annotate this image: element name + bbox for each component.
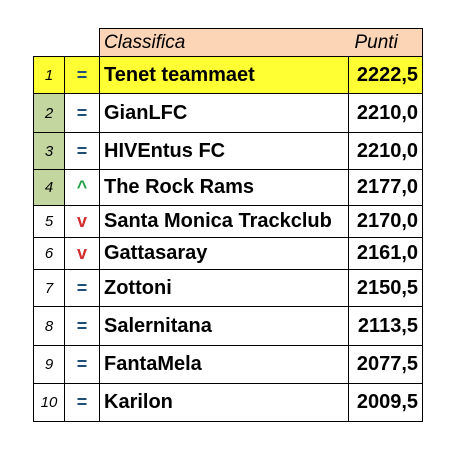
standings-table: Classifica Punti 1 = Tenet teammaet 2222… xyxy=(33,28,423,422)
trend-equal-icon: = xyxy=(64,383,100,422)
table-row: 6 v Gattasaray 2161,0 xyxy=(33,237,423,270)
table-row: 2 = GianLFC 2210,0 xyxy=(33,93,423,133)
team-points: 2177,0 xyxy=(348,169,423,206)
team-name: Tenet teammaet xyxy=(99,56,349,94)
header-points: Punti xyxy=(348,28,423,57)
team-name: GianLFC xyxy=(99,93,349,133)
trend-equal-icon: = xyxy=(64,132,100,170)
team-name: Karilon xyxy=(99,383,349,422)
position-cell: 5 xyxy=(33,205,65,238)
team-points: 2170,0 xyxy=(348,205,423,238)
header-blank-pos xyxy=(34,29,65,57)
position-cell: 4 xyxy=(33,169,65,206)
trend-equal-icon: = xyxy=(64,306,100,346)
team-name: The Rock Rams xyxy=(99,169,349,206)
team-points: 2009,5 xyxy=(348,383,423,422)
table-row: 10 = Karilon 2009,5 xyxy=(33,383,423,422)
table-row: 7 = Zottoni 2150,5 xyxy=(33,269,423,307)
team-name: HIVEntus FC xyxy=(99,132,349,170)
trend-equal-icon: = xyxy=(64,269,100,307)
team-points: 2161,0 xyxy=(348,237,423,270)
table-row: 5 v Santa Monica Trackclub 2170,0 xyxy=(33,205,423,238)
team-name: Zottoni xyxy=(99,269,349,307)
position-cell: 3 xyxy=(33,132,65,170)
trend-equal-icon: = xyxy=(64,56,100,94)
table-row: 4 ^ The Rock Rams 2177,0 xyxy=(33,169,423,206)
position-cell: 2 xyxy=(33,93,65,133)
table-row: 8 = Salernitana 2113,5 xyxy=(33,306,423,346)
table-row: 3 = HIVEntus FC 2210,0 xyxy=(33,132,423,170)
trend-up-icon: ^ xyxy=(64,169,100,206)
position-cell: 9 xyxy=(33,345,65,384)
trend-down-icon: v xyxy=(64,237,100,270)
trend-down-icon: v xyxy=(64,205,100,238)
team-points: 2210,0 xyxy=(348,93,423,133)
team-name: FantaMela xyxy=(99,345,349,384)
header-title: Classifica xyxy=(99,28,349,57)
team-points: 2210,0 xyxy=(348,132,423,170)
position-cell: 1 xyxy=(33,56,65,94)
position-cell: 10 xyxy=(33,383,65,422)
team-name: Salernitana xyxy=(99,306,349,346)
position-cell: 7 xyxy=(33,269,65,307)
position-cell: 8 xyxy=(33,306,65,346)
team-points: 2222,5 xyxy=(348,56,423,94)
table-row: 9 = FantaMela 2077,5 xyxy=(33,345,423,384)
header-row: Classifica Punti xyxy=(34,28,423,57)
table-row: 1 = Tenet teammaet 2222,5 xyxy=(33,56,423,94)
header-blank-trend xyxy=(65,29,100,57)
team-points: 2113,5 xyxy=(348,306,423,346)
team-points: 2077,5 xyxy=(348,345,423,384)
team-points: 2150,5 xyxy=(348,269,423,307)
team-name: Gattasaray xyxy=(99,237,349,270)
position-cell: 6 xyxy=(33,237,65,270)
trend-equal-icon: = xyxy=(64,93,100,133)
team-name: Santa Monica Trackclub xyxy=(99,205,349,238)
trend-equal-icon: = xyxy=(64,345,100,384)
